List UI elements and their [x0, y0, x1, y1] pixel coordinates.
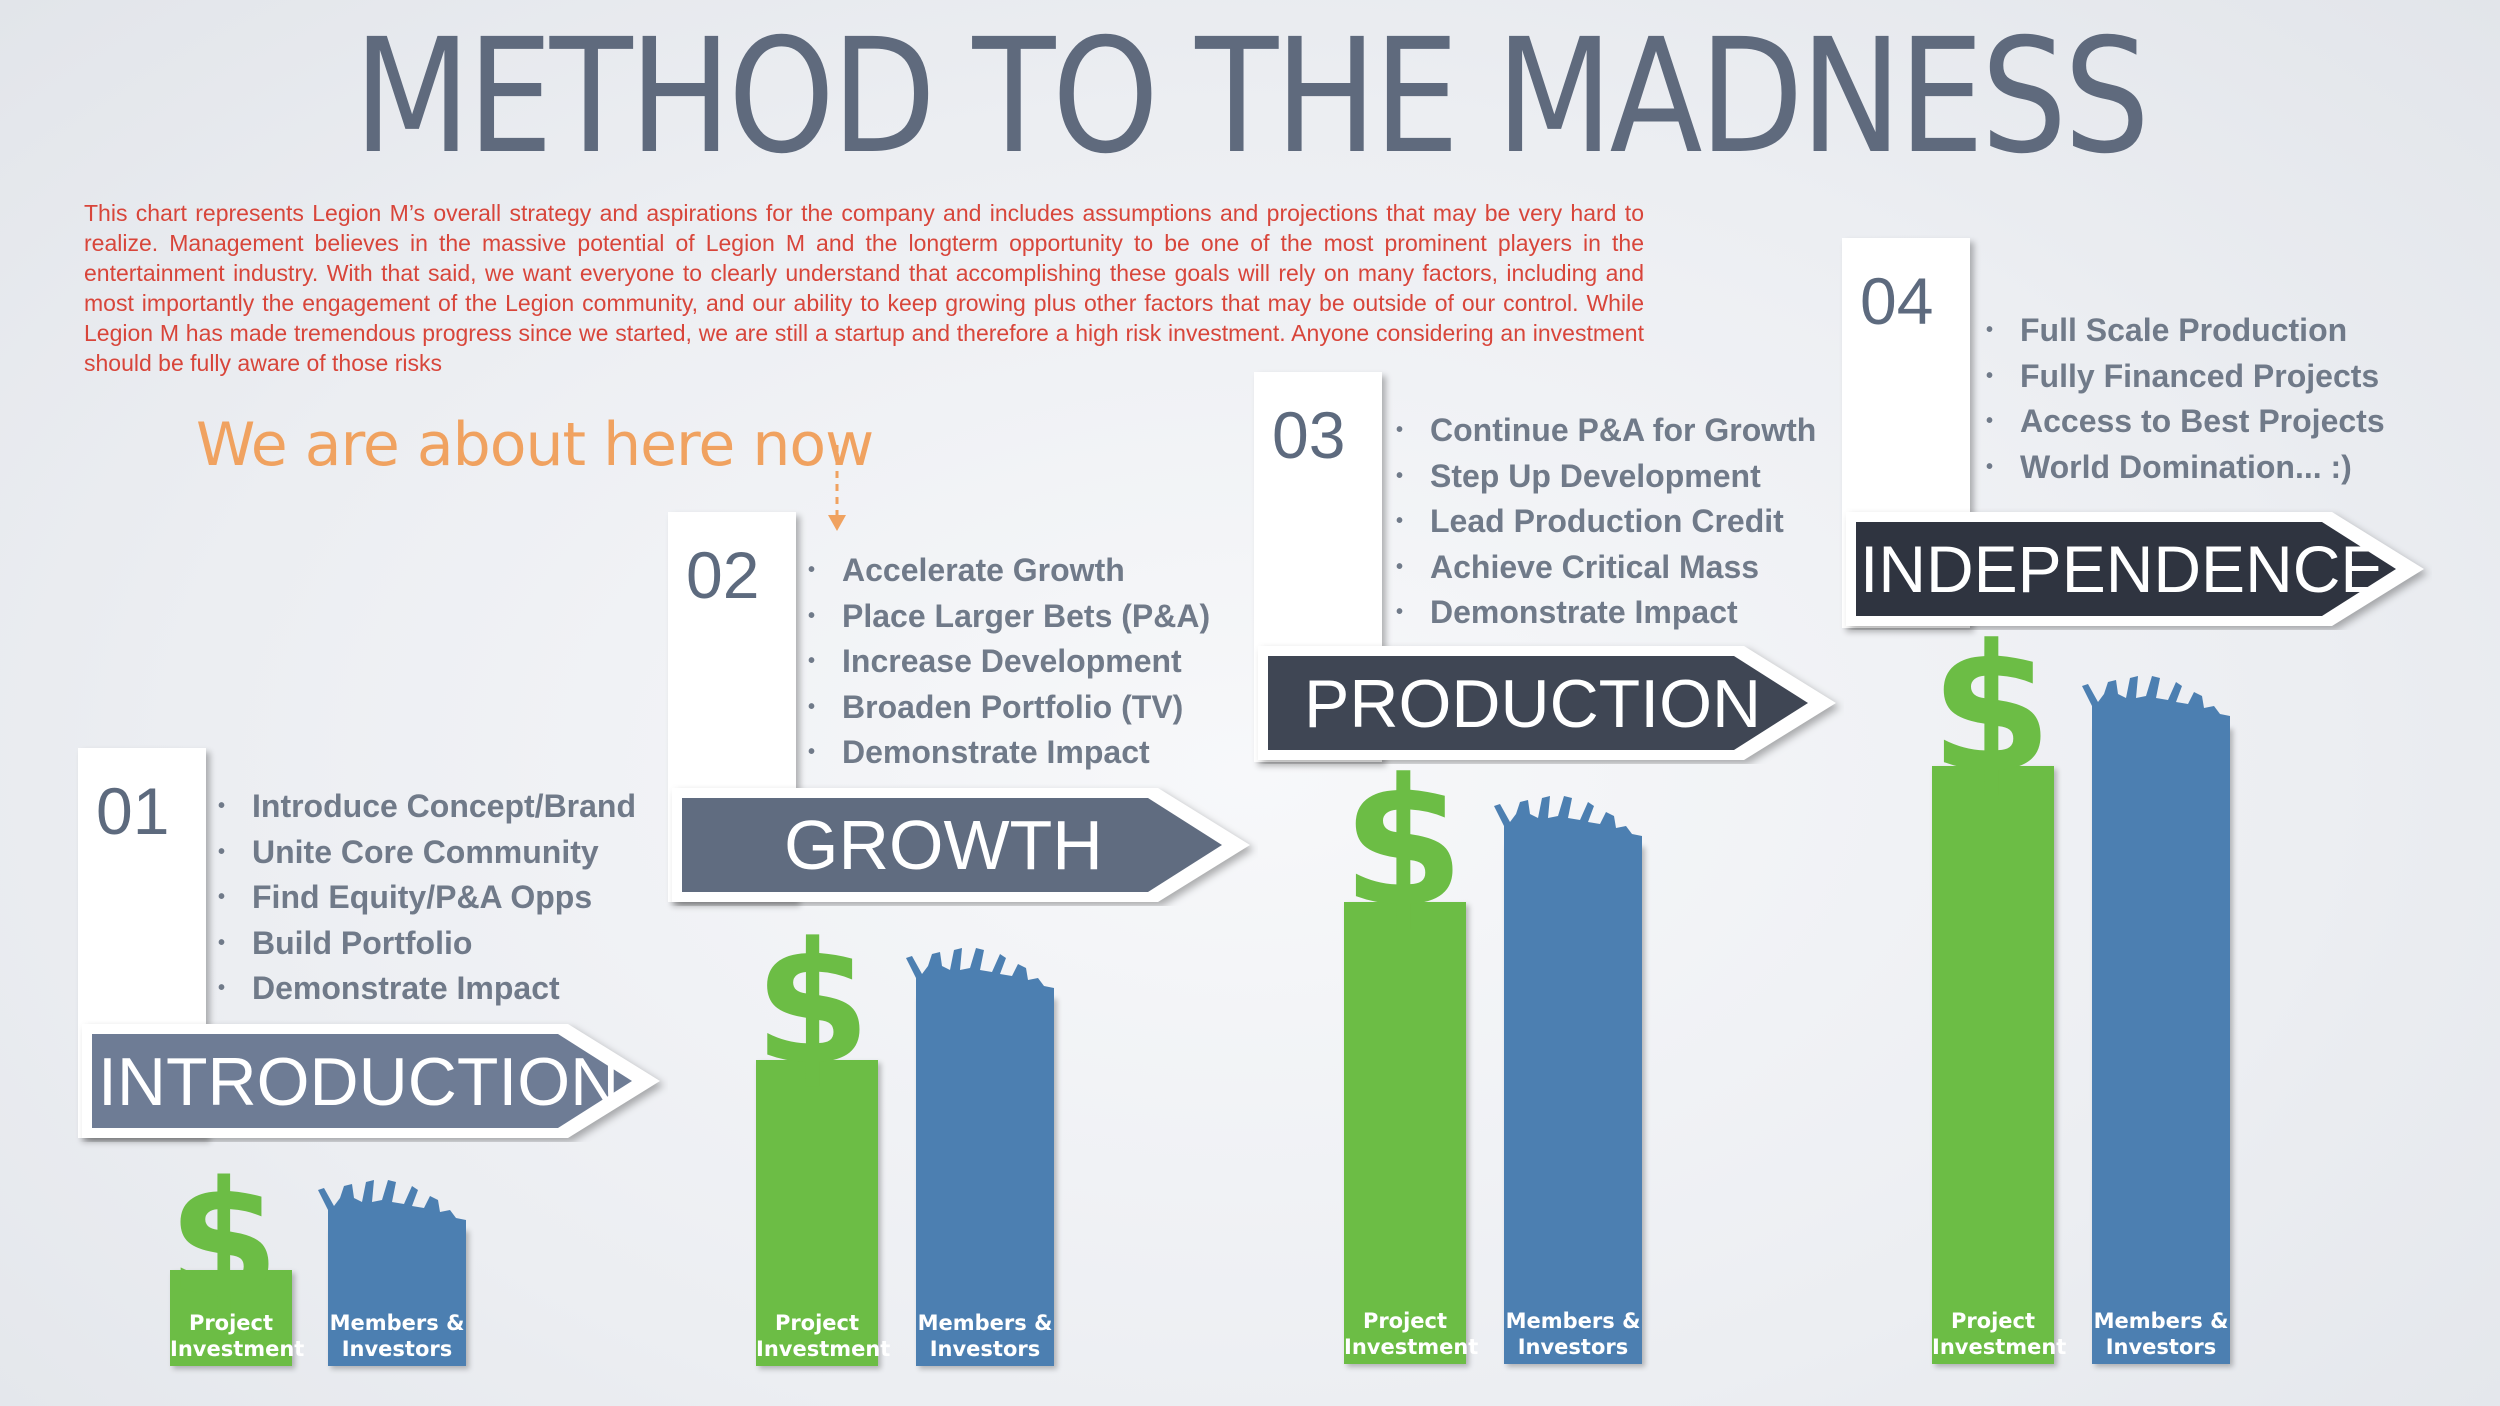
bar-label-line: Investors	[341, 1337, 453, 1361]
bar-label-line: Investment	[756, 1337, 891, 1361]
bar-label-line: Members &	[1505, 1309, 1641, 1333]
list-item: Continue P&A for Growth	[1396, 408, 1816, 454]
list-item: Full Scale Production	[1986, 308, 2385, 354]
dollar-icon: $	[754, 906, 871, 1102]
project-investment-bar: Project Investment	[1344, 902, 1478, 1364]
bar-label-line: Project	[1950, 1309, 2036, 1333]
list-item: Demonstrate Impact	[1396, 590, 1816, 636]
stage-bullet-list: Continue P&A for Growth Step Up Developm…	[1396, 408, 1816, 636]
list-item: Fully Financed Projects	[1986, 354, 2385, 400]
bar-label-line: Project	[774, 1311, 860, 1335]
stage-title: INTRODUCTION	[98, 1044, 620, 1120]
bar-label-line: Members &	[2093, 1309, 2229, 1333]
project-investment-bar: Project Investment	[170, 1270, 304, 1366]
list-item: Achieve Critical Mass	[1396, 545, 1816, 591]
stage-number: 01	[96, 774, 170, 848]
current-position-note: We are about here now	[196, 410, 874, 480]
list-item: Find Equity/P&A Opps	[218, 875, 636, 921]
stage-number: 03	[1272, 398, 1346, 472]
dollar-icon: $	[168, 1146, 280, 1333]
crowd-icon	[318, 1180, 466, 1232]
list-item: Demonstrate Impact	[218, 966, 636, 1012]
list-item: Introduce Concept/Brand	[218, 784, 636, 830]
stage-banner-arrow	[82, 1024, 660, 1138]
list-item: World Domination... :)	[1986, 445, 2385, 491]
stage-number: 02	[686, 538, 760, 612]
list-item: Increase Development	[808, 639, 1210, 685]
bar-label-line: Investment	[1344, 1335, 1479, 1359]
bar-label-line: Investment	[170, 1337, 305, 1361]
dollar-icon: $	[1342, 741, 1465, 946]
list-item: Broaden Portfolio (TV)	[808, 685, 1210, 731]
bar-label-line: Project	[1362, 1309, 1448, 1333]
members-investors-bar: Members & Investors	[328, 1228, 466, 1366]
bar-label-line: Investors	[2105, 1335, 2217, 1359]
crowd-icon	[906, 948, 1054, 1000]
list-item: Lead Production Credit	[1396, 499, 1816, 545]
list-item: Step Up Development	[1396, 454, 1816, 500]
members-investors-bar: Members & Investors	[1504, 844, 1642, 1364]
stage-title: GROWTH	[784, 806, 1103, 884]
stage-banner-arrow	[1846, 512, 2424, 626]
bar-label-line: Investors	[929, 1337, 1041, 1361]
project-investment-bar: Project Investment	[1932, 766, 2066, 1364]
list-item: Access to Best Projects	[1986, 399, 2385, 445]
stage-title: PRODUCTION	[1304, 666, 1762, 742]
members-investors-bar: Members & Investors	[2092, 726, 2230, 1364]
stage-banner-arrow	[672, 788, 1250, 902]
bar-label-line: Investment	[1932, 1335, 2067, 1359]
stage-bullet-list: Full Scale Production Fully Financed Pro…	[1986, 308, 2385, 490]
disclaimer-text: This chart represents Legion M’s overall…	[84, 200, 1644, 376]
dollar-icon: $	[1930, 607, 2053, 812]
bar-label-line: Project	[188, 1311, 274, 1335]
list-item: Unite Core Community	[218, 830, 636, 876]
stage-banner-arrow	[1258, 646, 1836, 760]
bar-label-line: Members &	[329, 1311, 465, 1335]
members-investors-bar: Members & Investors	[916, 996, 1054, 1366]
stage-title: INDEPENDENCE	[1860, 532, 2385, 606]
stage-number: 04	[1860, 264, 1934, 338]
list-item: Place Larger Bets (P&A)	[808, 594, 1210, 640]
crowd-icon	[2082, 676, 2230, 728]
project-investment-bar: Project Investment	[756, 1060, 890, 1366]
bar-label-line: Members &	[917, 1311, 1053, 1335]
list-item: Demonstrate Impact	[808, 730, 1210, 776]
stage-bullet-list: Introduce Concept/Brand Unite Core Commu…	[218, 784, 636, 1012]
list-item: Build Portfolio	[218, 921, 636, 967]
bar-label-line: Investors	[1517, 1335, 1629, 1359]
stage-bullet-list: Accelerate Growth Place Larger Bets (P&A…	[808, 548, 1210, 776]
crowd-icon	[1494, 796, 1642, 848]
page-title: METHOD TO THE MADNESS	[353, 5, 2150, 189]
current-position-arrow-icon	[828, 445, 846, 531]
list-item: Accelerate Growth	[808, 548, 1210, 594]
